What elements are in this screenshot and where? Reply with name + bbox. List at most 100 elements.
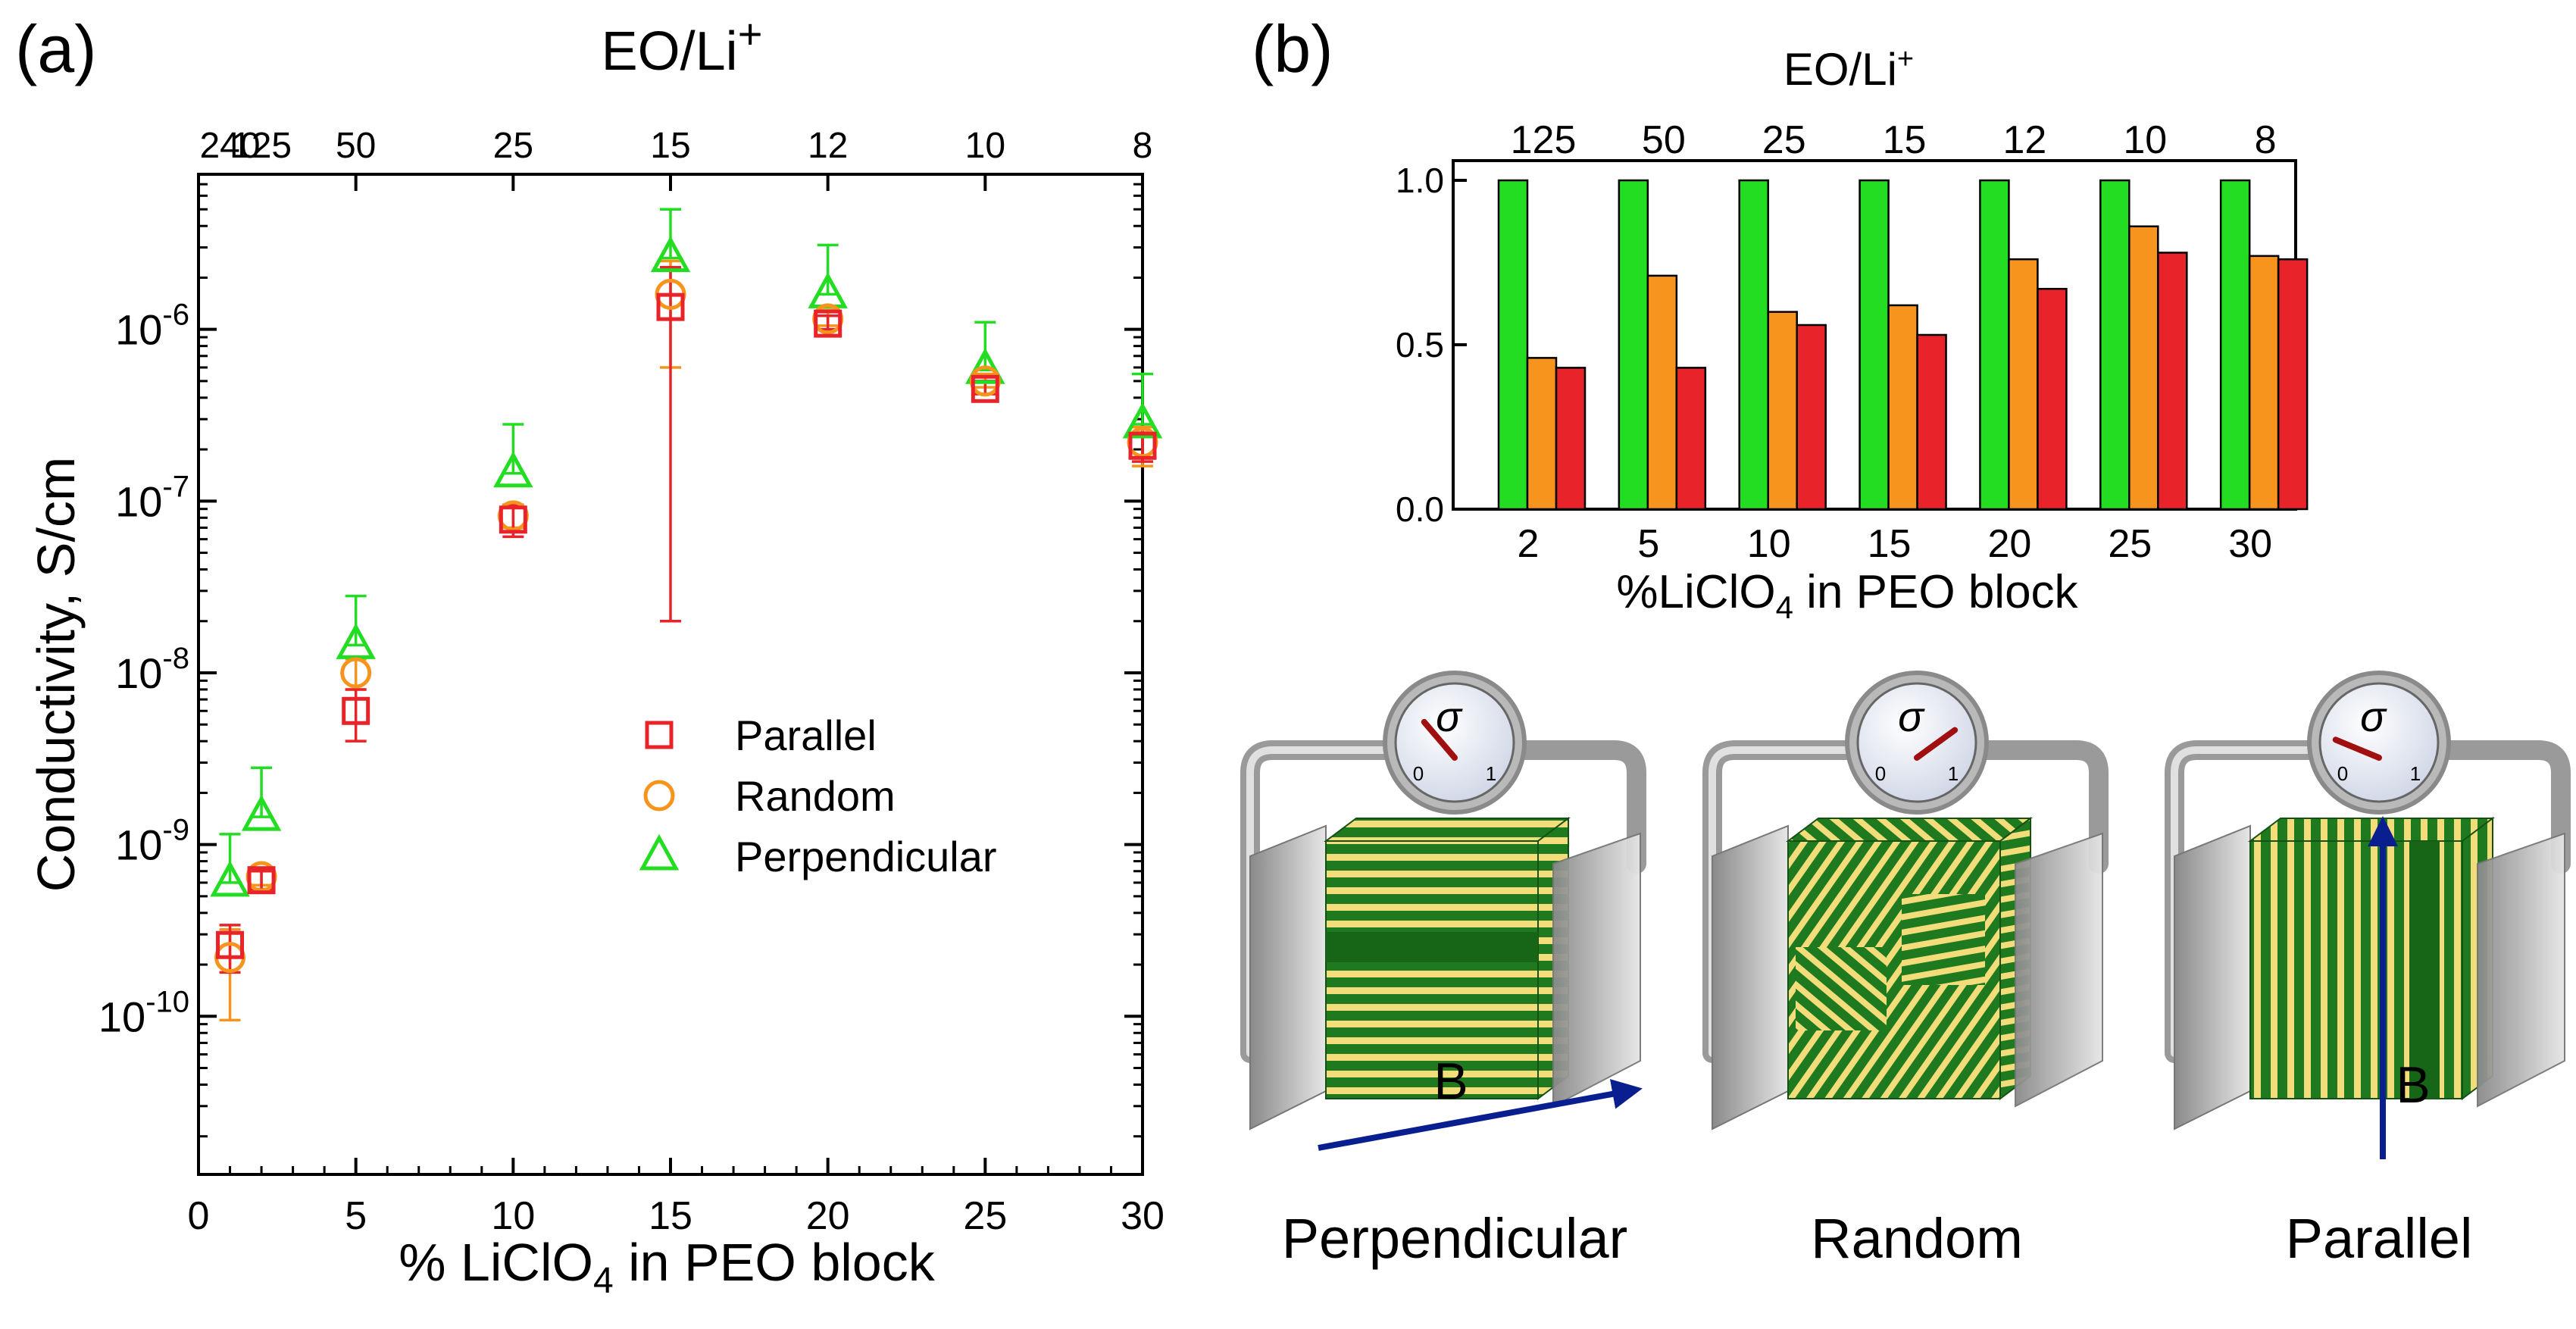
legend-marker-random bbox=[643, 780, 675, 811]
grain bbox=[1796, 947, 1887, 1030]
bar-parallel bbox=[1796, 324, 1827, 511]
bar-random bbox=[1887, 304, 1918, 511]
meter-max-label: 1 bbox=[1948, 762, 1959, 785]
meter-needle bbox=[1914, 727, 1959, 761]
panel-a-label: (a) bbox=[15, 11, 97, 86]
x-tick-label: 0 bbox=[188, 1194, 210, 1238]
bar-perpendicular bbox=[1859, 179, 1890, 511]
top-tick-label: 10 bbox=[2123, 118, 2167, 162]
top-tick-label: 25 bbox=[1762, 118, 1806, 162]
y-tick-label: 10-10 bbox=[98, 985, 189, 1040]
legend-label-random: Random bbox=[735, 772, 896, 820]
electrode-right bbox=[2477, 832, 2565, 1108]
legend-label-parallel: Parallel bbox=[735, 711, 877, 759]
bar-random bbox=[1526, 357, 1558, 511]
panel-b-ticks: 0.0 0.5 1.0 2 125 5 50 10 25 15 15 20 12 25 10 30 8 bbox=[1396, 118, 2277, 566]
x-tick-label: 5 bbox=[1637, 522, 1659, 566]
sample-top-face bbox=[1786, 818, 2033, 842]
x-tick-label: 15 bbox=[649, 1194, 692, 1238]
panel-b-bars bbox=[1497, 179, 2309, 511]
x-tick-label: 10 bbox=[491, 1194, 535, 1238]
panel-b-label: (b) bbox=[1252, 11, 1333, 86]
data-point-parallel bbox=[971, 374, 999, 403]
bar-random bbox=[1646, 274, 1678, 511]
bar-random bbox=[2128, 225, 2159, 511]
top-tick-label: 25 bbox=[493, 126, 533, 166]
meter-needle bbox=[1421, 718, 1458, 761]
wire-highlight bbox=[1246, 746, 1390, 1057]
data-point-perpendicular bbox=[1122, 402, 1163, 439]
x-tick-label: 30 bbox=[2228, 522, 2272, 566]
top-tick-label: 8 bbox=[2255, 118, 2277, 162]
data-point-parallel bbox=[247, 866, 276, 895]
bar-perpendicular bbox=[1738, 179, 1769, 511]
x-tick-label: 25 bbox=[2108, 522, 2152, 566]
x-tick-label: 2 bbox=[1518, 522, 1540, 566]
wire-highlight bbox=[1708, 746, 1852, 1057]
panel-b-x-axis-label: %LiClO4 in PEO block bbox=[1616, 566, 2078, 625]
top-tick-label: 8 bbox=[1133, 126, 1153, 166]
illustration-parallel: σ0 1 B Parallel bbox=[2165, 671, 2571, 1270]
illustration-random: σ0 1 Random bbox=[1702, 671, 2109, 1270]
x-tick-label: 20 bbox=[806, 1194, 850, 1238]
illustration-caption: Random bbox=[1811, 1207, 2023, 1270]
illustration-perpendicular: σ0 1 B Perpendicular bbox=[1240, 671, 1646, 1270]
data-point-perpendicular bbox=[210, 860, 250, 897]
bar-parallel bbox=[1916, 333, 1947, 511]
meter-needle bbox=[2332, 736, 2382, 761]
bar-parallel bbox=[2277, 258, 2309, 511]
legend-marker-parallel bbox=[645, 721, 674, 749]
magnetic-field-arrow bbox=[1318, 1079, 1643, 1151]
x-tick-label: 20 bbox=[1988, 522, 2032, 566]
bar-perpendicular bbox=[2099, 179, 2131, 511]
panel-a-y-axis-label: Conductivity, S/cm bbox=[27, 457, 86, 892]
x-tick-label: 15 bbox=[1868, 522, 1912, 566]
wire bbox=[1513, 740, 1646, 874]
wire bbox=[1975, 740, 2109, 874]
bar-parallel bbox=[2037, 287, 2068, 511]
dark-band bbox=[1326, 932, 1538, 962]
top-tick-label: 240 bbox=[199, 126, 260, 166]
top-tick-label: 125 bbox=[1511, 118, 1577, 162]
meter-face bbox=[2318, 682, 2440, 803]
panel-a-data bbox=[210, 208, 1163, 1022]
sample-top-face bbox=[1324, 818, 1571, 842]
sample-top-face bbox=[2248, 818, 2495, 842]
data-point-parallel bbox=[1128, 431, 1157, 460]
data-point-parallel bbox=[656, 292, 685, 321]
meter-sigma-symbol: σ bbox=[1436, 693, 1463, 740]
wire bbox=[2437, 740, 2571, 874]
top-tick-label: 12 bbox=[2003, 118, 2047, 162]
magnetic-field-label: B bbox=[1433, 1052, 1468, 1110]
y-tick-label: 10-9 bbox=[115, 814, 189, 869]
bar-random bbox=[2008, 258, 2039, 511]
bar-random bbox=[1767, 311, 1798, 511]
data-point-parallel bbox=[814, 309, 843, 338]
bar-perpendicular bbox=[1497, 179, 1529, 511]
dark-band bbox=[2409, 841, 2440, 1099]
bar-perpendicular bbox=[1618, 179, 1649, 511]
panel-a-x-ticks: 0 5 10 15 20 25 30 bbox=[188, 174, 1165, 1238]
bar-parallel bbox=[1675, 367, 1707, 511]
meter-face bbox=[1856, 682, 1977, 803]
x-tick-label: 25 bbox=[963, 1194, 1007, 1238]
data-point-perpendicular bbox=[336, 623, 376, 659]
sample-front-face bbox=[1325, 840, 1539, 1099]
y-tick-label: 10-6 bbox=[115, 299, 189, 354]
data-point-perpendicular bbox=[965, 348, 1005, 384]
electrode-left bbox=[2174, 824, 2251, 1130]
data-point-parallel bbox=[216, 930, 245, 959]
illustration-caption: Perpendicular bbox=[1282, 1207, 1628, 1270]
x-tick-label: 30 bbox=[1121, 1194, 1165, 1238]
y-tick-label: 1.0 bbox=[1396, 161, 1444, 200]
meter-min-label: 0 bbox=[1875, 762, 1886, 785]
bar-random bbox=[2248, 255, 2280, 511]
data-point-parallel bbox=[499, 505, 527, 534]
electrode-left bbox=[1712, 824, 1789, 1130]
illustration-caption: Parallel bbox=[2286, 1207, 2473, 1270]
electrode-right bbox=[2015, 832, 2103, 1108]
meter-sigma-symbol: σ bbox=[2360, 693, 2387, 740]
